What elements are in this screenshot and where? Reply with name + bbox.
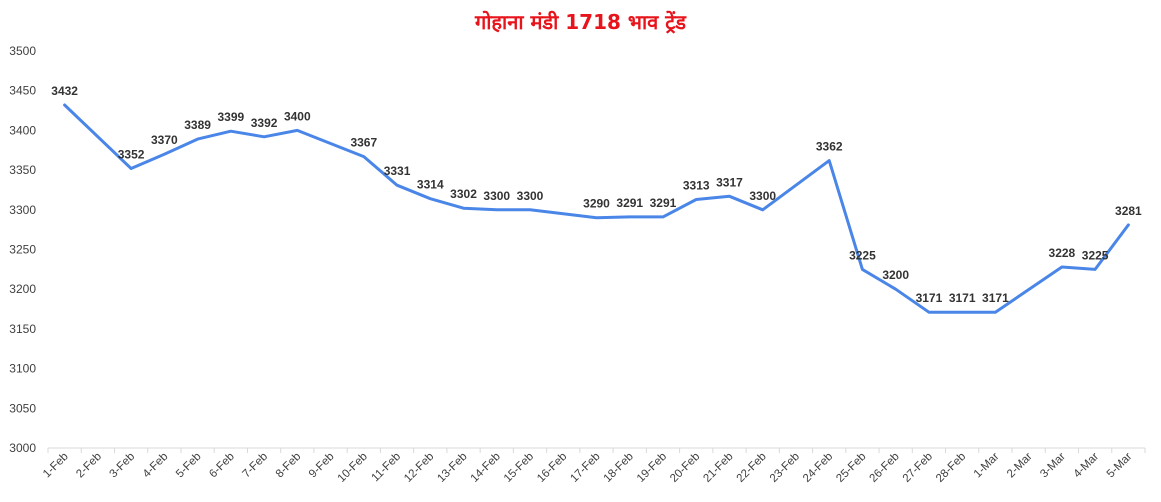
x-tick-label: 13-Feb <box>435 451 469 485</box>
data-label: 3313 <box>683 178 710 192</box>
x-tick-label: 25-Feb <box>834 451 868 485</box>
y-axis: 3000 3050 3100 3150 3200 3250 3300 3350 3400 3450… <box>9 44 36 455</box>
data-label: 3367 <box>350 136 377 150</box>
x-tick-label: 1-Mar <box>972 451 1002 481</box>
x-tick-label: 16-Feb <box>535 451 569 485</box>
y-tick-label: 3300 <box>9 203 36 217</box>
data-label: 3370 <box>151 133 178 147</box>
x-tick-label: 4-Feb <box>141 451 171 481</box>
x-tick-label: 19-Feb <box>635 451 669 485</box>
series-line <box>63 103 1130 314</box>
x-tick-label: 27-Feb <box>901 451 935 485</box>
data-label: 3362 <box>816 140 843 154</box>
data-label: 3291 <box>650 196 677 210</box>
data-label: 3302 <box>450 187 477 201</box>
x-tick-label: 11-Feb <box>370 451 404 485</box>
x-tick-label: 14-Feb <box>469 451 503 485</box>
x-tick-label: 2-Mar <box>1005 451 1035 481</box>
data-label: 3200 <box>882 268 909 282</box>
x-tick-label: 17-Feb <box>568 451 602 485</box>
x-tick-label: 6-Feb <box>207 451 237 481</box>
data-label: 3281 <box>1115 204 1142 218</box>
y-tick-label: 3000 <box>9 441 36 455</box>
data-label: 3300 <box>517 189 544 203</box>
data-label: 3389 <box>184 118 211 132</box>
x-tick-label: 21-Feb <box>701 451 735 485</box>
x-tick-label: 7-Feb <box>240 451 270 481</box>
y-tick-label: 3050 <box>9 401 36 415</box>
data-label: 3290 <box>583 197 610 211</box>
y-tick-label: 3350 <box>9 163 36 177</box>
x-axis: 1-Feb 2-Feb 3-Feb 4-Feb 5-Feb 6-Feb 7-Feb 8-Feb… <box>41 447 1146 485</box>
x-tick-label: 24-Feb <box>801 451 835 485</box>
x-tick-label: 4-Mar <box>1072 451 1102 481</box>
data-label: 3300 <box>749 189 776 203</box>
data-label: 3225 <box>1082 248 1109 262</box>
y-tick-label: 3400 <box>9 123 36 137</box>
chart-title: गोहाना मंडी 1718 भाव ट्रेंड <box>474 10 686 34</box>
data-label: 3171 <box>949 291 976 305</box>
x-tick-label: 15-Feb <box>502 451 536 485</box>
data-labels: 3432 3352 3370 3389 3399 3392 3400 3367 3331 3314… <box>51 84 1142 305</box>
x-tick-label: 5-Mar <box>1105 451 1135 481</box>
y-tick-label: 3150 <box>9 322 36 336</box>
x-tick-label: 5-Feb <box>174 451 204 481</box>
y-tick-label: 3200 <box>9 282 36 296</box>
data-label: 3317 <box>716 175 743 189</box>
data-label: 3352 <box>118 148 145 162</box>
x-tick-label: 3-Mar <box>1038 451 1068 481</box>
y-tick-label: 3450 <box>9 84 36 98</box>
x-tick-label: 22-Feb <box>735 451 769 485</box>
x-tick-label: 18-Feb <box>602 451 636 485</box>
x-tick-label: 2-Feb <box>74 451 104 481</box>
data-label: 3400 <box>284 109 311 123</box>
data-label: 3331 <box>384 164 411 178</box>
data-label: 3228 <box>1049 246 1076 260</box>
data-label: 3291 <box>616 196 643 210</box>
y-tick-label: 3500 <box>9 44 36 58</box>
x-tick-label: 26-Feb <box>868 451 902 485</box>
x-tick-label: 23-Feb <box>768 451 802 485</box>
data-label: 3399 <box>217 110 244 124</box>
data-label: 3300 <box>483 189 510 203</box>
data-label: 3225 <box>849 248 876 262</box>
x-tick-label: 3-Feb <box>107 451 137 481</box>
x-tick-label: 12-Feb <box>402 451 436 485</box>
data-label: 3314 <box>417 178 444 192</box>
y-tick-label: 3250 <box>9 243 36 257</box>
y-tick-label: 3100 <box>9 362 36 376</box>
data-label: 3171 <box>982 291 1009 305</box>
data-label: 3392 <box>251 116 278 130</box>
x-tick-label: 20-Feb <box>668 451 702 485</box>
x-tick-label: 1-Feb <box>41 451 71 481</box>
series <box>63 103 1130 314</box>
x-tick-label: 10-Feb <box>336 451 370 485</box>
x-tick-label: 28-Feb <box>934 451 968 485</box>
data-label: 3171 <box>916 291 943 305</box>
x-tick-label: 9-Feb <box>307 451 337 481</box>
data-label: 3432 <box>51 84 78 98</box>
x-tick-label: 8-Feb <box>274 451 304 481</box>
